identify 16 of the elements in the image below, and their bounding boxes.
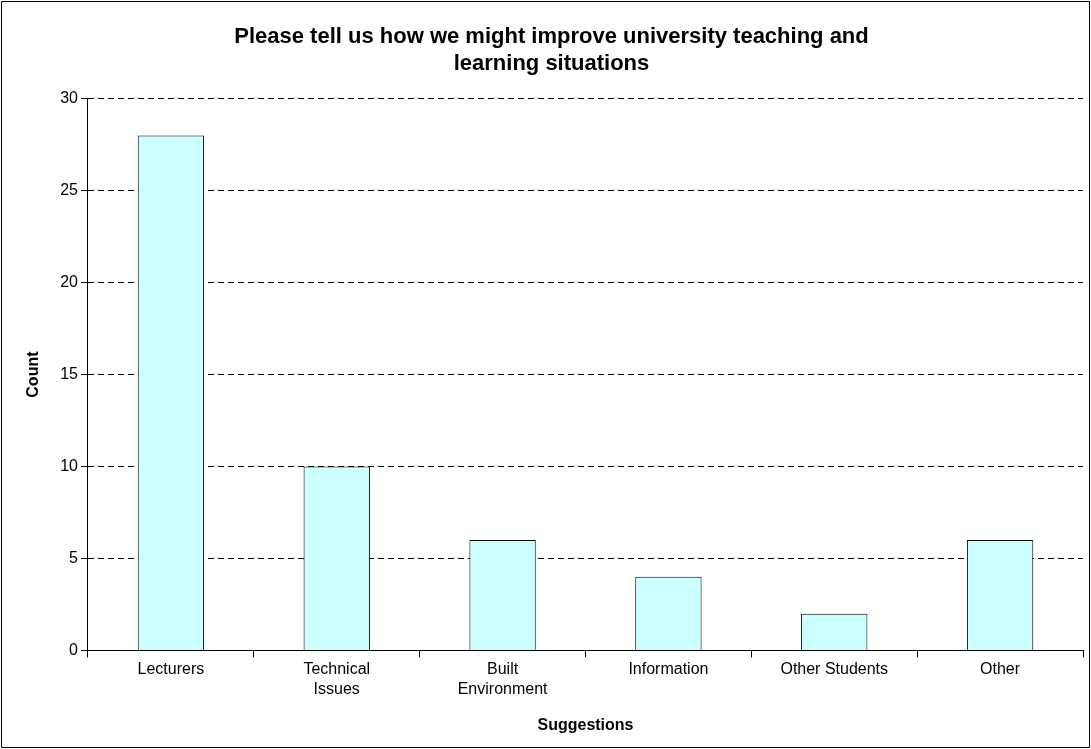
y-tick-label: 15 (60, 365, 79, 383)
x-tick-label: Built Environment (457, 660, 549, 697)
y-tick-label: 25 (60, 181, 79, 199)
y-tick-label: 20 (60, 273, 79, 291)
y-tick-label: 5 (69, 548, 79, 566)
y-tick-label: 30 (60, 89, 79, 107)
x-tick-label: Technical Issues (303, 660, 371, 697)
x-tick-label: Information (628, 660, 709, 678)
y-axis-title: Count (24, 350, 42, 398)
x-tick-label: Other Students (780, 660, 889, 678)
y-tick-label: 10 (60, 456, 79, 474)
y-tick-label: 0 (69, 640, 79, 658)
x-tick-label: Other (980, 660, 1021, 678)
x-axis-title: Suggestions (537, 715, 634, 733)
x-tick-label: Lecturers (137, 660, 205, 678)
chart-title: Please tell us how we might improve university teaching and learning situations (234, 23, 869, 75)
